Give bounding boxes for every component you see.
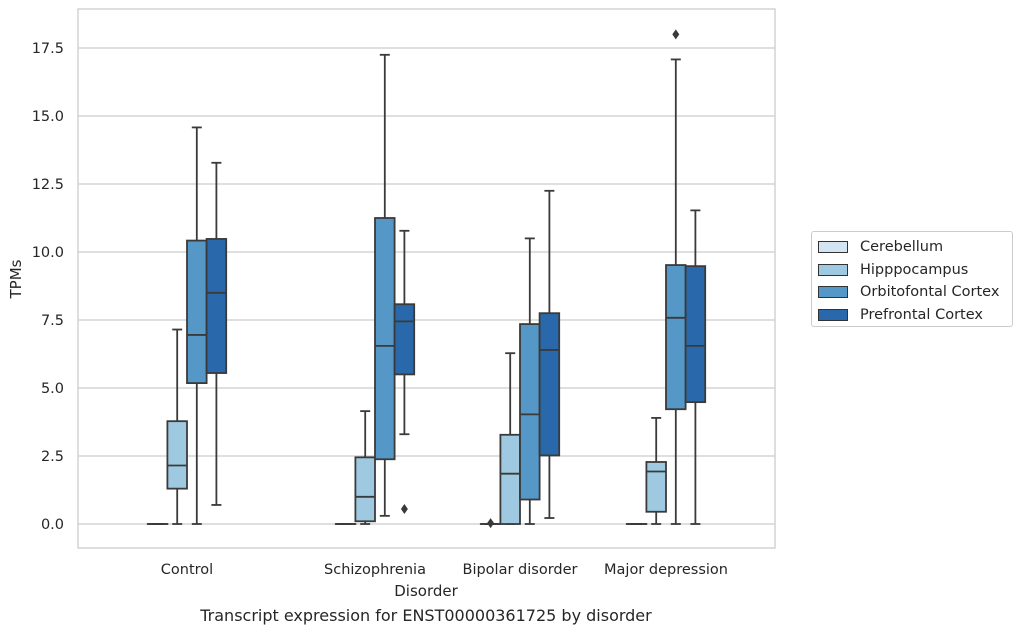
legend-item: Prefrontal Cortex (818, 304, 1012, 327)
y-tick-label: 7.5 (41, 313, 64, 329)
legend-swatch (818, 286, 848, 299)
box-2-2 (519, 237, 541, 525)
y-tick-label: 15.0 (32, 109, 64, 125)
x-tick-label: Bipolar disorder (463, 562, 578, 578)
box-body (519, 323, 541, 501)
x-tick-label: Control (161, 562, 213, 578)
y-tick-label: 17.5 (32, 41, 64, 57)
box-body (645, 461, 667, 513)
y-axis-label: TPMs (7, 259, 25, 299)
box-3-0 (205, 161, 228, 506)
legend-label: Hipppocampus (860, 261, 969, 278)
box-body (393, 303, 416, 376)
box-2-1 (374, 53, 396, 517)
legend-item: Cerebellum (818, 236, 1012, 259)
figure-caption: Transcript expression for ENST0000036172… (200, 606, 652, 625)
box-2-3 (665, 29, 687, 525)
plot-frame (77, 8, 776, 549)
y-tick-label: 2.5 (41, 449, 64, 465)
legend-label: Orbitofontal Cortex (860, 284, 1000, 301)
legend: Cerebellum Hipppocampus Orbitofontal Corte… (811, 231, 1013, 327)
outlier-point (487, 518, 495, 529)
x-axis-label: Disorder (394, 582, 458, 600)
x-tick-label: Major depression (604, 562, 728, 578)
x-tick-label: Schizophrenia (324, 562, 426, 578)
legend-swatch (818, 308, 848, 321)
box-body (354, 456, 376, 523)
box-body (205, 238, 228, 374)
outlier-point (400, 504, 408, 515)
box-1-1 (354, 410, 376, 525)
y-tick-label: 12.5 (32, 177, 64, 193)
box-body (374, 217, 396, 461)
y-axis-ticks: 0.0 2.5 5.0 7.5 10.0 12.5 15.0 17.5 (32, 41, 64, 533)
box-1-0 (166, 328, 188, 525)
box-body (499, 433, 521, 525)
box-body (166, 420, 188, 490)
outlier-point (672, 29, 680, 40)
box-plot-boxes (146, 29, 707, 529)
legend-swatch (818, 241, 848, 254)
legend-label: Prefrontal Cortex (860, 306, 983, 323)
box-body (186, 239, 208, 385)
box-3-2 (538, 189, 561, 519)
box-2-0 (186, 126, 208, 525)
box-3-1 (393, 229, 416, 515)
box-0-2 (479, 518, 502, 529)
box-3-3 (684, 209, 707, 525)
box-1-2 (499, 352, 521, 525)
legend-item: Orbitofontal Cortex (818, 281, 1012, 304)
box-body (684, 265, 707, 404)
x-axis-ticks: Control Schizophrenia Bipolar disorder Majo… (161, 562, 728, 578)
box-body (538, 312, 561, 457)
legend-swatch (818, 263, 848, 276)
box-body (665, 264, 687, 411)
y-tick-label: 10.0 (32, 245, 64, 261)
y-tick-label: 0.0 (41, 517, 64, 533)
legend-label: Cerebellum (860, 239, 944, 256)
legend-item: Hipppocampus (818, 259, 1012, 282)
box-1-3 (645, 417, 667, 525)
y-tick-label: 5.0 (41, 381, 64, 397)
